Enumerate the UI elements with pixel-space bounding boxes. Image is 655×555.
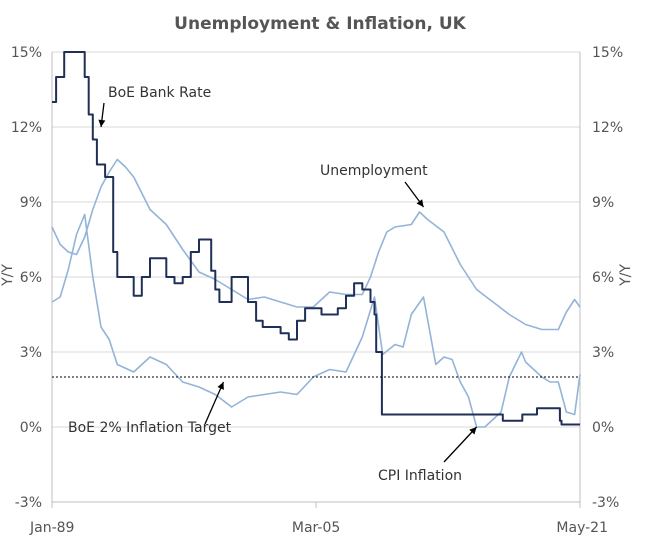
y-ticks-left: -3% 0% 3% 6% 9% 12% 15% [11,45,42,511]
chart-title: Unemployment & Inflation, UK [174,14,466,34]
y-axis-label-right: Y/Y [618,264,634,287]
y-tick-label-left: -3% [15,495,42,511]
x-ticks: Jan-89 Mar-05 May-21 [29,502,608,536]
series-lines [51,51,581,428]
y-tick-label-right: -3% [592,495,619,511]
y-tick-label-left: 12% [11,120,42,136]
x-tick-label: Jan-89 [29,520,74,536]
y-tick-label-left: 3% [20,345,42,361]
y-tick-label-right: 12% [592,120,623,136]
annotation-arrowhead [98,119,106,127]
y-tick-label-left: 6% [20,270,42,286]
series-unemployment [51,158,581,331]
series-boe-bank-rate [52,51,580,426]
annotation-label: BoE 2% Inflation Target [68,420,232,436]
series-cpi-inflation [51,213,581,428]
y-tick-label-left: 9% [20,195,42,211]
annotation-arrow [204,381,225,425]
annotation-arrowhead [416,199,424,207]
annotations: BoE Bank Rate Unemployment BoE 2% Inflatio… [68,85,478,484]
y-tick-label-right: 15% [592,45,623,61]
y-axis-label-left: Y/Y [0,264,16,287]
y-ticks-right: -3% 0% 3% 6% 9% 12% 15% [592,45,623,511]
y-tick-label-right: 9% [592,195,614,211]
y-tick-label-left: 15% [11,45,42,61]
y-tick-label-left: 0% [20,420,42,436]
y-tick-label-right: 6% [592,270,614,286]
annotation-arrowhead [217,382,224,390]
grid-lines [52,51,580,503]
annotation-label: CPI Inflation [378,468,462,484]
annotation-label: BoE Bank Rate [108,85,211,101]
annotation-arrow [443,426,478,463]
annotation-label: Unemployment [320,163,428,179]
x-tick-label: May-21 [556,520,608,536]
y-tick-label-right: 0% [592,420,614,436]
annotation-arrowhead [469,427,477,435]
y-tick-label-right: 3% [592,345,614,361]
x-tick-label: Mar-05 [292,520,340,536]
